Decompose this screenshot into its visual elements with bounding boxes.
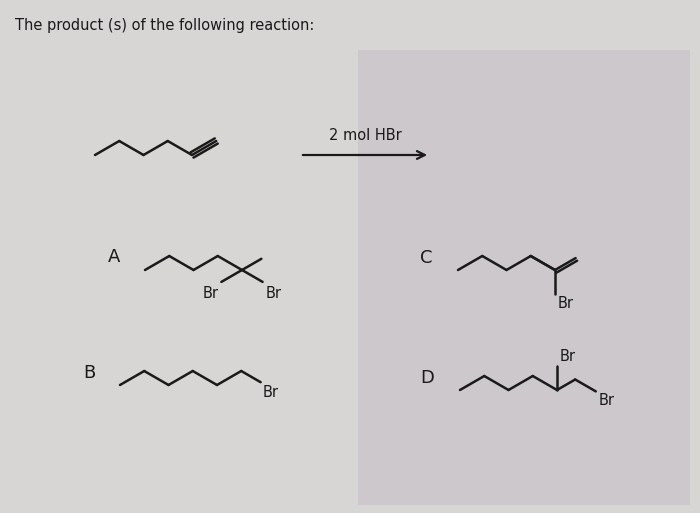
- Text: D: D: [420, 369, 434, 387]
- Text: C: C: [420, 249, 433, 267]
- Text: Br: Br: [560, 349, 576, 364]
- Text: Br: Br: [202, 286, 218, 301]
- Bar: [358, 50, 690, 505]
- Text: Br: Br: [598, 393, 615, 408]
- Text: Br: Br: [558, 296, 574, 311]
- Text: A: A: [108, 248, 120, 266]
- Text: Br: Br: [265, 286, 281, 301]
- Text: B: B: [83, 364, 95, 382]
- Text: Br: Br: [262, 385, 279, 400]
- Text: The product (s) of the following reaction:: The product (s) of the following reactio…: [15, 18, 314, 33]
- Text: 2 mol HBr: 2 mol HBr: [328, 128, 401, 143]
